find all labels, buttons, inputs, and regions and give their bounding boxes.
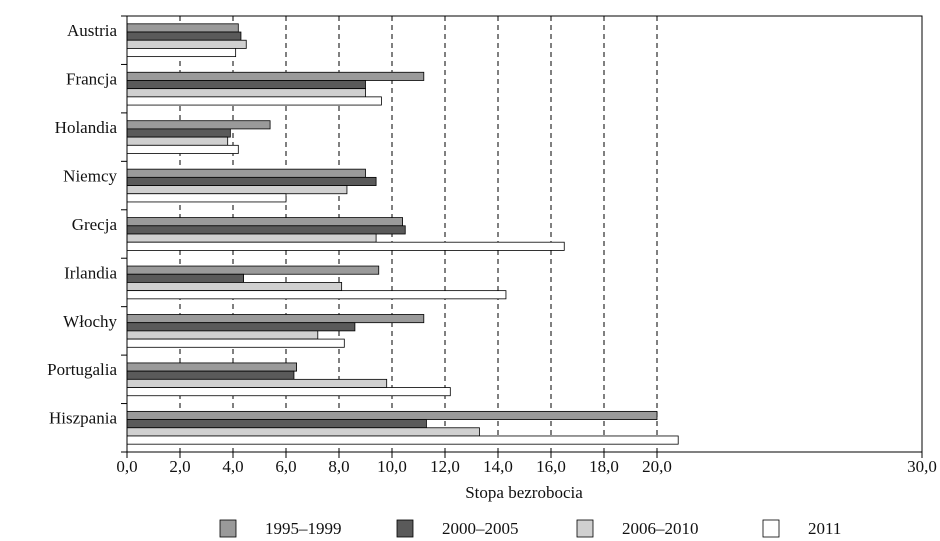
bar <box>126 362 298 372</box>
bar <box>126 168 366 178</box>
x-tick-label: 30,0 <box>907 457 937 476</box>
legend-label: 2006–2010 <box>622 519 699 538</box>
x-tick-label: 8,0 <box>328 457 349 476</box>
legend-swatch <box>762 519 780 538</box>
plot-frame <box>126 15 923 453</box>
bar <box>126 410 658 420</box>
legend-label: 1995–1999 <box>265 519 342 538</box>
bar <box>126 88 366 98</box>
bar <box>126 136 229 146</box>
bar <box>126 96 382 106</box>
y-tick-label: Austria <box>67 21 118 40</box>
x-tick-label: 0,0 <box>116 457 137 476</box>
x-tick-label: 2,0 <box>169 457 190 476</box>
bar <box>126 427 480 437</box>
bar <box>126 282 343 292</box>
x-tick-label: 20,0 <box>642 457 672 476</box>
x-tick-label: 16,0 <box>536 457 566 476</box>
y-tick-label: Portugalia <box>47 360 117 379</box>
bar <box>126 71 425 81</box>
y-tick-label: Włochy <box>63 312 117 331</box>
x-tick-label: 6,0 <box>275 457 296 476</box>
bar <box>126 39 247 49</box>
legend-label: 2011 <box>808 519 841 538</box>
y-tick-label: Hiszpania <box>49 409 117 428</box>
bar <box>126 265 380 275</box>
bar <box>126 322 356 332</box>
bar <box>126 176 377 186</box>
y-tick-label: Holandia <box>55 118 118 137</box>
bar <box>126 241 565 251</box>
bar <box>126 120 271 130</box>
bar <box>126 233 377 243</box>
y-tick-label: Niemcy <box>63 166 117 185</box>
x-tick-label: 12,0 <box>430 457 460 476</box>
y-tick-label: Grecja <box>72 215 118 234</box>
bar <box>126 225 406 235</box>
x-tick-label: 14,0 <box>483 457 513 476</box>
bar <box>126 330 319 340</box>
legend-label: 2000–2005 <box>442 519 519 538</box>
bar <box>126 370 295 380</box>
bar <box>126 290 507 300</box>
bar <box>126 128 231 138</box>
bar <box>126 48 237 58</box>
x-axis-label: Stopa bezrobocia <box>465 483 583 502</box>
bar <box>126 144 239 154</box>
bar <box>126 217 404 227</box>
y-tick-label: Irlandia <box>64 263 117 282</box>
bar <box>126 185 348 195</box>
bar <box>126 338 345 348</box>
bar <box>126 31 242 41</box>
bar <box>126 378 388 388</box>
legend-swatch <box>219 519 237 538</box>
y-tick-label: Francja <box>66 70 117 89</box>
legend-swatch <box>576 519 594 538</box>
bar <box>126 435 679 445</box>
x-tick-label: 18,0 <box>589 457 619 476</box>
bar <box>126 80 366 90</box>
bar <box>126 193 287 203</box>
bar <box>126 387 451 397</box>
bar <box>126 273 244 283</box>
bar <box>126 23 239 33</box>
bar <box>126 314 425 324</box>
x-tick-label: 4,0 <box>222 457 243 476</box>
legend-swatch <box>396 519 414 538</box>
bar <box>126 419 427 429</box>
x-tick-label: 10,0 <box>377 457 407 476</box>
